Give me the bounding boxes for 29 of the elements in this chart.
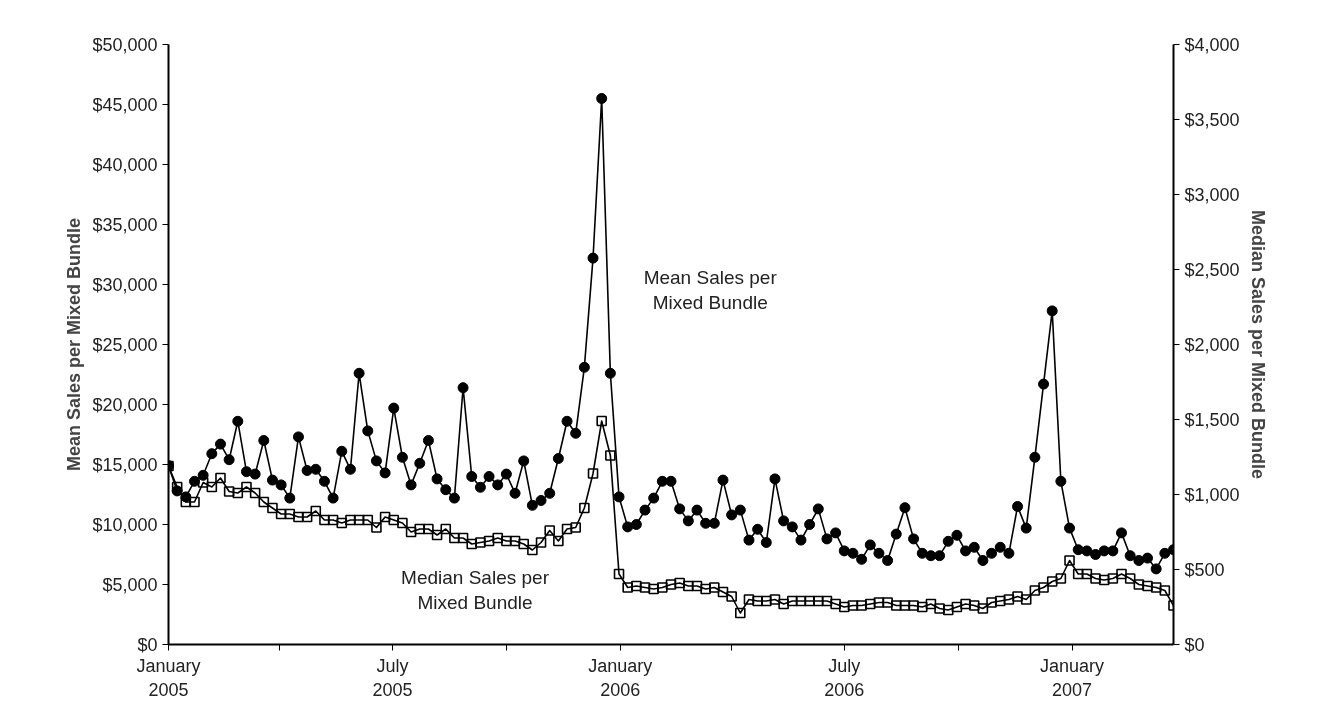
y-tick-label: $10,000	[92, 514, 158, 535]
y2-tick-label: $0	[1184, 634, 1205, 655]
series-label: Mean Sales per Mixed Bundle	[643, 266, 778, 313]
y-tick-label: $5,000	[102, 574, 158, 595]
y2-tick-label: $3,000	[1184, 184, 1240, 205]
y-tick-label: $0	[137, 634, 158, 655]
y-tick-label: $15,000	[92, 454, 158, 475]
x-tick-label: January 2007	[1039, 655, 1105, 700]
y2-tick-label: $4,000	[1184, 34, 1240, 55]
y2-tick-label: $1,500	[1184, 409, 1240, 430]
y-tick-label: $35,000	[92, 214, 158, 235]
x-tick-label: July 2005	[372, 655, 413, 700]
y-axis-title: Mean Sales per Mixed Bundle	[64, 217, 85, 472]
y2-tick-label: $1,000	[1184, 484, 1240, 505]
y-tick-label: $20,000	[92, 394, 158, 415]
y-tick-label: $45,000	[92, 94, 158, 115]
y-tick-label: $50,000	[92, 34, 158, 55]
series-label: Median Sales per Mixed Bundle	[401, 566, 550, 613]
y-tick-label: $40,000	[92, 154, 158, 175]
y-tick-label: $30,000	[92, 274, 158, 295]
y2-tick-label: $2,500	[1184, 259, 1240, 280]
x-tick-label: January 2005	[136, 655, 201, 700]
x-tick-label: January 2006	[588, 655, 653, 700]
y-tick-label: $25,000	[92, 334, 158, 355]
y2-axis-title: Median Sales per Mixed Bundle	[1247, 209, 1268, 480]
x-tick-label: July 2006	[824, 655, 865, 700]
y2-tick-label: $2,000	[1184, 334, 1240, 355]
y2-tick-label: $500	[1184, 559, 1225, 580]
y2-tick-label: $3,500	[1184, 109, 1240, 130]
